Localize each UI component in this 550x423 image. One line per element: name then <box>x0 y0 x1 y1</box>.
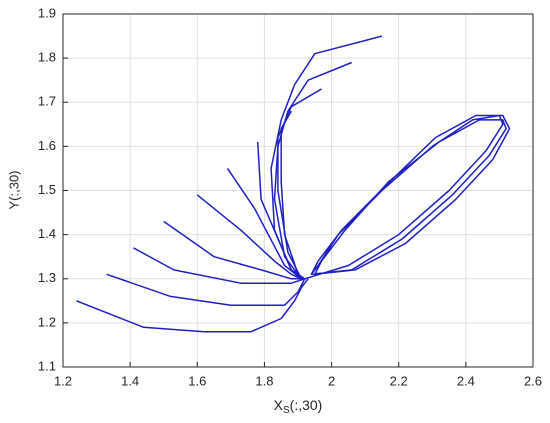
trajectory-line <box>270 35 383 280</box>
y-tick-label: 1.5 <box>38 182 56 197</box>
trajectory-line <box>133 247 305 284</box>
x-tick-label: 1.8 <box>255 373 273 388</box>
y-tick-label: 1.4 <box>38 226 56 241</box>
trajectory-line <box>304 114 511 280</box>
y-tick-label: 1.7 <box>38 94 56 109</box>
x-label-subscript: S <box>283 405 290 416</box>
y-tick-label: 1.3 <box>38 270 56 285</box>
trajectory-line <box>76 278 309 333</box>
x-tick-label: 2.6 <box>524 373 542 388</box>
trajectory-line <box>273 61 352 280</box>
trajectory-line <box>280 110 299 275</box>
trajectory-line <box>196 194 302 280</box>
x-tick-label: 2.4 <box>457 373 475 388</box>
x-tick-label: 2 <box>328 373 335 388</box>
trajectory-line <box>163 220 305 280</box>
x-label-base: X <box>274 397 284 413</box>
x-tick-label: 1.2 <box>54 373 72 388</box>
y-tick-label: 1.8 <box>38 50 56 65</box>
x-tick-label: 2.2 <box>390 373 408 388</box>
y-tick-label: 1.1 <box>38 358 56 373</box>
x-tick-label: 1.6 <box>188 373 206 388</box>
trajectory-line <box>277 88 322 280</box>
x-label-rest: (:,30) <box>290 397 323 413</box>
plot-frame <box>62 13 534 368</box>
x-tick-label: 1.4 <box>121 373 139 388</box>
y-tick-label: 1.9 <box>38 5 56 20</box>
y-tick-label: 1.2 <box>38 314 56 329</box>
trajectory-line <box>106 273 306 306</box>
x-axis-label: XS(:,30) <box>274 397 323 416</box>
y-axis-label: Y(:,30) <box>6 170 21 209</box>
y-tick-label: 1.6 <box>38 138 56 153</box>
